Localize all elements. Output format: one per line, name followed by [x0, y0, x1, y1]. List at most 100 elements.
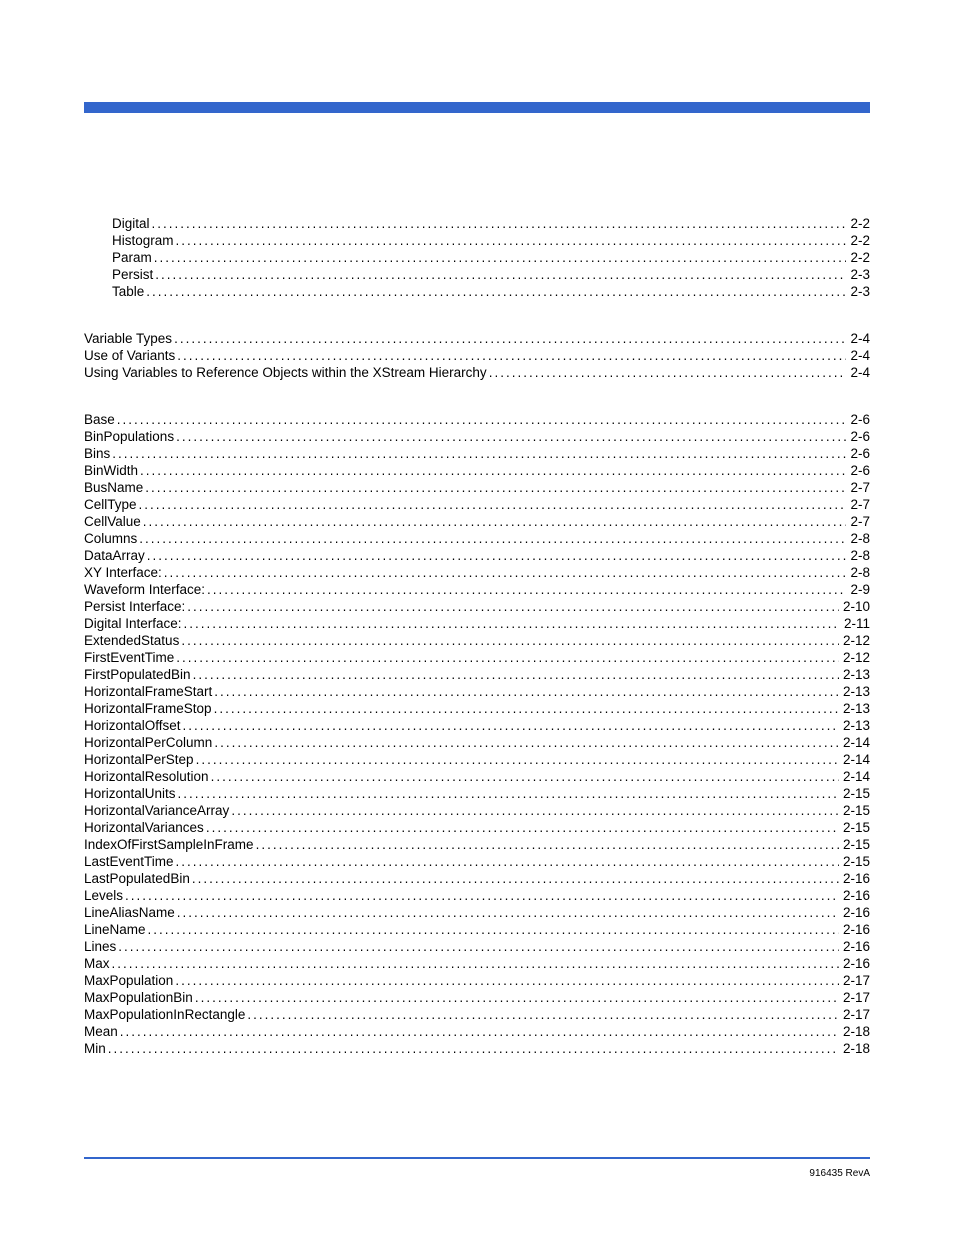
toc-leader-dots: ........................................… — [145, 548, 847, 563]
toc-leader-dots: ........................................… — [173, 973, 839, 988]
toc-leader-dots: ........................................… — [193, 990, 839, 1005]
toc-row[interactable]: Persist Interface:......................… — [84, 599, 870, 614]
toc-row[interactable]: Bins....................................… — [84, 446, 870, 461]
toc-leader-dots: ........................................… — [245, 1007, 839, 1022]
toc-row[interactable]: BusName.................................… — [84, 480, 870, 495]
toc-label: Param — [112, 250, 152, 265]
toc-label: XY Interface: — [84, 565, 162, 580]
toc-row[interactable]: Lines...................................… — [84, 939, 870, 954]
toc-label: Digital Interface: — [84, 616, 182, 631]
toc-page-number: 2-7 — [846, 480, 870, 495]
toc-page-number: 2-13 — [839, 667, 870, 682]
toc-row[interactable]: Table...................................… — [84, 284, 870, 299]
toc-row[interactable]: Persist.................................… — [84, 267, 870, 282]
toc-row[interactable]: HorizontalPerColumn.....................… — [84, 735, 870, 750]
toc-row[interactable]: BinPopulations..........................… — [84, 429, 870, 444]
toc-page-number: 2-4 — [846, 348, 870, 363]
toc-page-number: 2-14 — [839, 735, 870, 750]
toc-row[interactable]: HorizontalResolution....................… — [84, 769, 870, 784]
toc-row[interactable]: IndexOfFirstSampleInFrame...............… — [84, 837, 870, 852]
toc-leader-dots: ........................................… — [150, 216, 847, 231]
toc-label: Mean — [84, 1024, 118, 1039]
toc-leader-dots: ........................................… — [190, 871, 839, 886]
toc-row[interactable]: Variable Types..........................… — [84, 331, 870, 346]
toc-page-number: 2-17 — [839, 1007, 870, 1022]
section-gap — [84, 301, 870, 331]
toc-row[interactable]: HorizontalOffset........................… — [84, 718, 870, 733]
toc-row[interactable]: MaxPopulationInRectangle................… — [84, 1007, 870, 1022]
toc-label: MaxPopulation — [84, 973, 173, 988]
toc-leader-dots: ........................................… — [123, 888, 839, 903]
toc-row[interactable]: FirstPopulatedBin.......................… — [84, 667, 870, 682]
toc-leader-dots: ........................................… — [254, 837, 839, 852]
toc-row[interactable]: LineName................................… — [84, 922, 870, 937]
toc-row[interactable]: Using Variables to Reference Objects wit… — [84, 365, 870, 380]
toc-page-number: 2-7 — [846, 497, 870, 512]
toc-row[interactable]: XY Interface:...........................… — [84, 565, 870, 580]
toc-page-number: 2-15 — [839, 854, 870, 869]
toc-label: FirstPopulatedBin — [84, 667, 191, 682]
toc-row[interactable]: Param...................................… — [84, 250, 870, 265]
toc-leader-dots: ........................................… — [146, 922, 839, 937]
toc-row[interactable]: HorizontalFrameStop.....................… — [84, 701, 870, 716]
toc-row[interactable]: HorizontalPerStep.......................… — [84, 752, 870, 767]
toc-leader-dots: ........................................… — [143, 480, 846, 495]
toc-row[interactable]: Base....................................… — [84, 412, 870, 427]
toc-leader-dots: ........................................… — [152, 250, 847, 265]
toc-label: Table — [112, 284, 144, 299]
toc-page-number: 2-10 — [839, 599, 870, 614]
toc-label: DataArray — [84, 548, 145, 563]
toc-row[interactable]: LineAliasName...........................… — [84, 905, 870, 920]
toc-row[interactable]: LastPopulatedBin........................… — [84, 871, 870, 886]
toc-row[interactable]: Min.....................................… — [84, 1041, 870, 1056]
toc-page-number: 2-17 — [839, 990, 870, 1005]
toc-leader-dots: ........................................… — [182, 616, 840, 631]
toc-label: Base — [84, 412, 115, 427]
toc-row[interactable]: Columns.................................… — [84, 531, 870, 546]
toc-row[interactable]: ExtendedStatus..........................… — [84, 633, 870, 648]
toc-label: Bins — [84, 446, 110, 461]
toc-row[interactable]: HorizontalVarianceArray.................… — [84, 803, 870, 818]
toc-page-number: 2-4 — [846, 365, 870, 380]
toc-label: Persist Interface: — [84, 599, 185, 614]
toc-row[interactable]: HorizontalUnits.........................… — [84, 786, 870, 801]
toc-row[interactable]: DataArray...............................… — [84, 548, 870, 563]
toc-row[interactable]: Mean....................................… — [84, 1024, 870, 1039]
toc-label: Max — [84, 956, 110, 971]
toc-label: Variable Types — [84, 331, 172, 346]
toc-row[interactable]: Histogram...............................… — [84, 233, 870, 248]
toc-page-number: 2-18 — [839, 1024, 870, 1039]
toc-page-number: 2-9 — [846, 582, 870, 597]
toc-leader-dots: ........................................… — [204, 820, 839, 835]
toc-row[interactable]: Digital.................................… — [84, 216, 870, 231]
toc-page-number: 2-7 — [846, 514, 870, 529]
toc-row[interactable]: MaxPopulationBin........................… — [84, 990, 870, 1005]
toc-label: LineAliasName — [84, 905, 175, 920]
footer-doc-number: 916435 RevA — [809, 1168, 870, 1179]
toc-page-number: 2-15 — [839, 837, 870, 852]
toc-page-number: 2-12 — [839, 633, 870, 648]
toc-label: HorizontalUnits — [84, 786, 176, 801]
toc-row[interactable]: Digital Interface:......................… — [84, 616, 870, 631]
toc-row[interactable]: FirstEventTime..........................… — [84, 650, 870, 665]
toc-row[interactable]: Levels..................................… — [84, 888, 870, 903]
toc-row[interactable]: MaxPopulation...........................… — [84, 973, 870, 988]
toc-leader-dots: ........................................… — [176, 786, 839, 801]
toc-page-number: 2-11 — [840, 616, 870, 631]
toc-row[interactable]: CellValue...............................… — [84, 514, 870, 529]
toc-label: HorizontalOffset — [84, 718, 181, 733]
toc-row[interactable]: Use of Variants.........................… — [84, 348, 870, 363]
toc-leader-dots: ........................................… — [106, 1041, 839, 1056]
toc-label: Min — [84, 1041, 106, 1056]
toc-row[interactable]: CellType................................… — [84, 497, 870, 512]
toc-row[interactable]: HorizontalVariances.....................… — [84, 820, 870, 835]
toc-page-number: 2-3 — [846, 284, 870, 299]
toc-leader-dots: ........................................… — [212, 701, 839, 716]
toc-row[interactable]: LastEventTime...........................… — [84, 854, 870, 869]
toc-row[interactable]: Max.....................................… — [84, 956, 870, 971]
toc-leader-dots: ........................................… — [194, 752, 839, 767]
toc-row[interactable]: Waveform Interface:.....................… — [84, 582, 870, 597]
toc-label: LastEventTime — [84, 854, 174, 869]
toc-row[interactable]: HorizontalFrameStart....................… — [84, 684, 870, 699]
toc-row[interactable]: BinWidth................................… — [84, 463, 870, 478]
